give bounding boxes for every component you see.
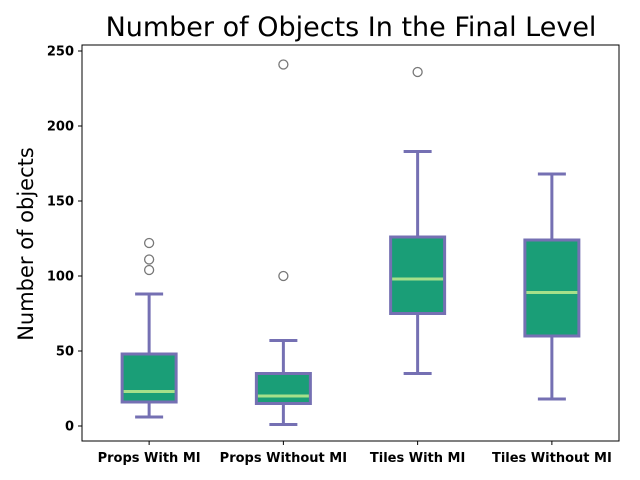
outlier-point <box>143 254 155 265</box>
x-tick-label: Tiles Without MI <box>492 451 612 466</box>
chart-title: Number of Objects In the Final Level <box>106 12 597 43</box>
y-tick-label: 200 <box>47 120 74 135</box>
y-tick-label: 100 <box>47 270 74 285</box>
outlier-point <box>143 264 155 276</box>
plot-area: 0 50 100 150 200 250 Props With MI Props Withou… <box>47 44 620 466</box>
outlier-point <box>143 237 155 249</box>
box-group <box>254 59 312 426</box>
x-tick-label: Tiles With MI <box>370 451 465 466</box>
y-tick-label: 250 <box>47 45 74 60</box>
outlier-point <box>412 66 423 78</box>
x-tick-label: Props Without MI <box>220 451 347 466</box>
iqr-box <box>120 352 178 404</box>
iqr-box <box>523 238 581 338</box>
y-axis-label: Number of objects <box>14 147 38 341</box>
y-tick-label: 150 <box>47 195 74 210</box>
box-group <box>523 172 581 401</box>
y-tick-label: 50 <box>56 345 74 360</box>
iqr-box <box>254 372 312 405</box>
box-group <box>389 66 447 375</box>
y-tick-label: 0 <box>65 420 74 435</box>
box-group <box>120 237 178 419</box>
x-tick-label: Props With MI <box>98 451 201 466</box>
outlier-point <box>278 270 289 282</box>
iqr-box <box>389 235 447 315</box>
axes-frame <box>81 44 620 442</box>
outlier-point <box>278 59 289 70</box>
